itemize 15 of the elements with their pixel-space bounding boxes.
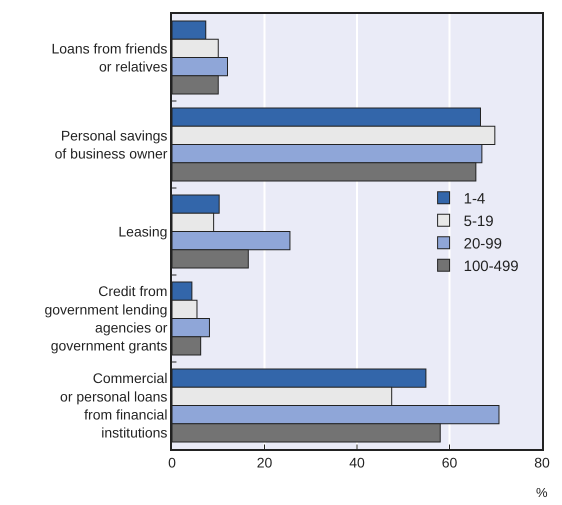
x-tick-label: 20: [256, 454, 272, 471]
legend-label: 20-99: [464, 236, 502, 253]
x-tick-label: 40: [349, 454, 365, 471]
legend-label: 5-19: [464, 213, 494, 230]
y-tick-label: Personal savings of business owner: [54, 127, 168, 162]
x-tick-label: 80: [534, 454, 550, 471]
x-tick-label: 0: [168, 454, 176, 471]
y-tick-label: Credit from government lending agencies or government grants: [44, 283, 168, 354]
y-tick-label: Leasing: [118, 223, 168, 240]
x-tick-label: 60: [442, 454, 458, 471]
y-tick-label: Loans from friends or relatives: [51, 40, 168, 74]
legend-label: 100-499: [464, 258, 519, 276]
y-tick-label: Commercial or personal loans from financial institutions: [60, 370, 168, 441]
x-axis-title: %: [536, 485, 548, 500]
legend-label: 1-4: [464, 190, 486, 208]
